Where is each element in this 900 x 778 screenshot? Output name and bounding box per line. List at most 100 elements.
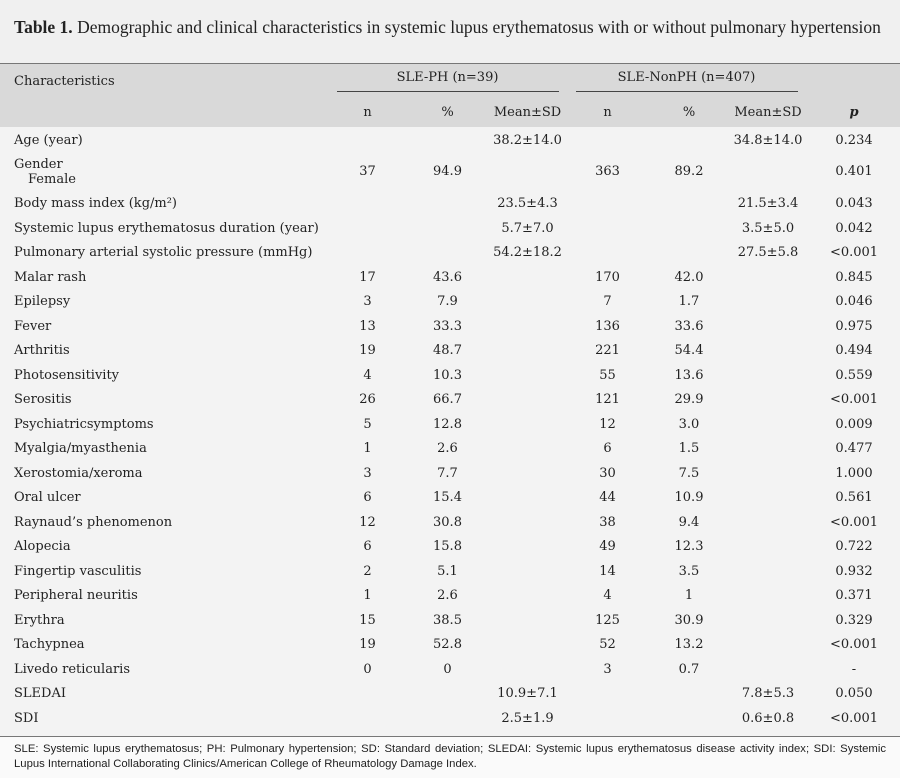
table-cell — [405, 192, 490, 217]
table-cell: 1.7 — [678, 294, 700, 310]
table-cell — [490, 290, 565, 315]
table-row: Arthritis 19 48.7 221 54.4 0.494 — [0, 339, 900, 364]
table-row: Epilepsy 3 7.9 7 1.7 0.046 — [0, 290, 900, 315]
table-cell: 15.4 — [433, 490, 462, 506]
column-header: Mean±SD — [734, 104, 802, 120]
table-cell — [728, 461, 808, 486]
group-header: SLE-NonPH (n=407) — [565, 64, 808, 97]
table-cell: 66.7 — [433, 392, 462, 408]
table-cell: 12.3 — [674, 539, 704, 555]
table-cell — [728, 412, 808, 437]
table-cell — [490, 437, 565, 462]
table-cell: 55 — [599, 367, 616, 383]
table-cell — [330, 682, 405, 707]
table-cell: 15 — [359, 612, 376, 628]
table-cell: 29.9 — [674, 392, 704, 408]
table-cell — [728, 388, 808, 413]
table-cell: 12.8 — [433, 416, 462, 432]
table-cell: <0.001 — [829, 710, 879, 726]
table-row: SDI 2.5±1.9 0.6±0.8 <0.001 — [0, 706, 900, 731]
table-cell: 0.042 — [835, 220, 873, 236]
table-cell: 363 — [595, 164, 620, 179]
table-cell: 23.5±4.3 — [497, 196, 558, 212]
table-cell: 49 — [599, 539, 616, 555]
table-cell — [565, 706, 650, 731]
table-cell — [405, 241, 490, 266]
table-cell: 2.6 — [437, 441, 458, 457]
column-header: % — [441, 104, 454, 120]
table-cell: 170 — [595, 269, 620, 285]
table-cell — [728, 584, 808, 609]
table-row: Psychiatricsymptoms 5 12.8 12 3.0 0.009 — [0, 412, 900, 437]
table-cell: 38.2±14.0 — [493, 133, 562, 149]
table-cell — [728, 633, 808, 658]
table-cell: 0.043 — [835, 196, 873, 212]
table-cell: Fingertip vasculitis — [14, 563, 142, 579]
table-cell: 1 — [363, 588, 372, 604]
table-cell — [490, 363, 565, 388]
table-cell: 30.8 — [433, 514, 462, 530]
table-cell: Body mass index (kg/m²) — [14, 196, 178, 212]
table-cell: 4 — [603, 588, 612, 604]
table-header: Characteristics SLE-PH (n=39) SLE-NonPH … — [0, 64, 900, 127]
caption-text: Demographic and clinical characteristics… — [77, 17, 881, 37]
table-cell: Peripheral neuritis — [14, 588, 138, 604]
table-cell: 42.0 — [674, 269, 704, 285]
table-cell — [565, 216, 650, 241]
table-cell: 12 — [359, 514, 376, 530]
table-cell: 0.561 — [835, 490, 873, 506]
table: Characteristics SLE-PH (n=39) SLE-NonPH … — [0, 64, 900, 731]
table-cell — [490, 486, 565, 511]
table-cell — [490, 559, 565, 584]
table-cell — [728, 510, 808, 535]
table-cell — [490, 510, 565, 535]
table-cell: 26 — [359, 392, 376, 408]
table-cell: 7.8±5.3 — [741, 686, 795, 702]
table-cell: Gender Female — [0, 152, 330, 192]
table-cell: 38.5 — [433, 612, 462, 628]
table-cell: 12 — [599, 416, 616, 432]
table-cell: 0.975 — [835, 318, 873, 334]
table-cell — [728, 290, 808, 315]
table-cell: 0.6±0.8 — [741, 710, 795, 726]
table-cell — [650, 192, 728, 217]
table-cell: Age (year) — [14, 133, 83, 149]
table-cell: <0.001 — [829, 514, 879, 530]
table-cell: 30.9 — [674, 612, 704, 628]
table-cell: 37 — [359, 164, 376, 179]
table-cell: Erythra — [14, 612, 65, 628]
table-cell: 0.401 — [835, 164, 873, 179]
table-cell — [728, 152, 808, 192]
table-cell: 21.5±3.4 — [737, 196, 799, 212]
table-cell: 3.0 — [678, 416, 700, 432]
table-cell — [565, 682, 650, 707]
table-cell: 125 — [595, 612, 620, 628]
table-cell: 89.2 — [674, 164, 704, 179]
table-cell: SDI — [14, 710, 39, 726]
table-cell: Xerostomia/xeroma — [14, 465, 143, 481]
table-cell: 54.2±18.2 — [493, 245, 562, 261]
table-row: Tachypnea 19 52.8 52 13.2 <0.001 — [0, 633, 900, 658]
table-cell: 0.329 — [835, 612, 873, 628]
table-cell — [565, 127, 650, 152]
table-cell: 0 — [363, 661, 372, 677]
table-cell — [728, 559, 808, 584]
table-cell: 0.845 — [835, 269, 873, 285]
column-header: n — [603, 104, 612, 120]
table-cell: 0.559 — [835, 367, 873, 383]
table-row: Fever 13 33.3 136 33.6 0.975 — [0, 314, 900, 339]
table-cell: 27.5±5.8 — [737, 245, 799, 261]
table-cell: 7.7 — [437, 465, 458, 481]
footnote: SLE: Systemic lupus erythematosus; PH: P… — [0, 736, 900, 778]
table-row: Photosensitivity 4 10.3 55 13.6 0.559 — [0, 363, 900, 388]
table-row: Serositis 26 66.7 121 29.9 <0.001 — [0, 388, 900, 413]
table-cell: Alopecia — [14, 539, 71, 555]
table-cell: 7.5 — [678, 465, 700, 481]
table-cell: 17 — [359, 269, 376, 285]
table-cell — [490, 657, 565, 682]
table-cell — [490, 388, 565, 413]
table-cell: 44 — [599, 490, 616, 506]
table-cell: 0.050 — [835, 686, 873, 702]
table-row: Erythra 15 38.5 125 30.9 0.329 — [0, 608, 900, 633]
table-cell: Tachypnea — [14, 637, 85, 653]
